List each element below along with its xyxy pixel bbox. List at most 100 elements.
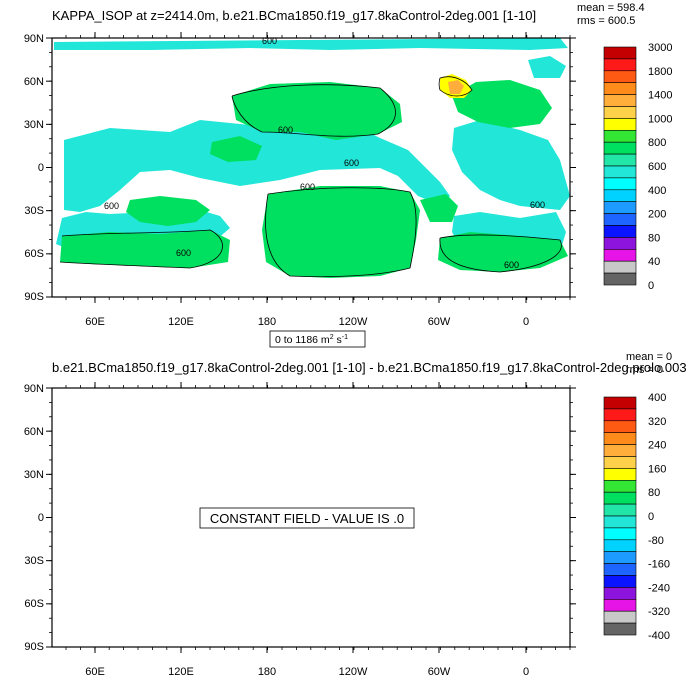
lon-label: 120W bbox=[339, 316, 368, 328]
contour-labels: 600 600 600 600 600 600 600 600 bbox=[104, 36, 545, 270]
lon-label: 60E bbox=[85, 316, 105, 328]
lat-label: 90S bbox=[24, 641, 44, 653]
lat-label: 30N bbox=[24, 469, 44, 481]
colorbar-box bbox=[603, 94, 637, 107]
colorbar-label: -160 bbox=[648, 559, 670, 571]
contour-label: 600 bbox=[176, 248, 191, 258]
colorbar-box bbox=[603, 539, 637, 552]
lon-label: 180 bbox=[258, 666, 276, 678]
bottom-map: CONSTANT FIELD - VALUE IS .0 bbox=[46, 382, 576, 653]
bottom-panel-rms: rms = 0 bbox=[626, 364, 663, 376]
colorbar-label: -80 bbox=[648, 535, 664, 547]
contour-label: 600 bbox=[262, 36, 277, 46]
colorbar-box bbox=[603, 563, 637, 576]
lon-label: 120E bbox=[168, 316, 194, 328]
colorbar-box bbox=[603, 201, 637, 214]
colorbar-label: 0 bbox=[648, 511, 654, 523]
colorbar-label: 800 bbox=[648, 137, 666, 149]
lat-label: 60N bbox=[24, 426, 44, 438]
lat-label: 0 bbox=[38, 162, 44, 174]
contour-label: 600 bbox=[504, 260, 519, 270]
lat-label: 90N bbox=[24, 383, 44, 395]
colorbar-label: 240 bbox=[648, 440, 666, 452]
lat-label: 60S bbox=[24, 598, 44, 610]
lat-label: 60N bbox=[24, 76, 44, 88]
lon-label: 0 bbox=[523, 316, 529, 328]
colorbar-box bbox=[603, 225, 637, 238]
bottom-panel-title: b.e21.BCma1850.f19_g17.8kaControl-2deg.0… bbox=[52, 360, 687, 375]
contour-label: 600 bbox=[300, 182, 315, 192]
colorbar-box bbox=[603, 598, 637, 612]
hot-spot bbox=[440, 74, 472, 98]
range-label: 0 to 1186 m2 s-1 bbox=[275, 334, 348, 346]
colorbar-label: -240 bbox=[648, 582, 670, 594]
colorbar-box bbox=[603, 213, 637, 226]
lat-label: 60S bbox=[24, 248, 44, 260]
colorbar-box bbox=[603, 153, 637, 167]
lon-label: 180 bbox=[258, 316, 276, 328]
colorbar-label: 400 bbox=[648, 392, 666, 404]
colorbar-box bbox=[603, 408, 637, 422]
constant-field-message: CONSTANT FIELD - VALUE IS .0 bbox=[210, 511, 404, 526]
colorbar-label: 320 bbox=[648, 416, 666, 428]
colorbar-box bbox=[603, 503, 637, 517]
constant-field-box: CONSTANT FIELD - VALUE IS .0 bbox=[199, 507, 415, 529]
colorbar-label: 80 bbox=[648, 487, 660, 499]
colorbar-box bbox=[603, 82, 637, 95]
colorbar-box bbox=[603, 189, 637, 203]
contour-label: 600 bbox=[530, 200, 545, 210]
bottom-map-ticks bbox=[46, 382, 576, 653]
colorbar-label: 40 bbox=[648, 256, 660, 268]
colorbar-box bbox=[603, 46, 637, 60]
colorbar-label: 1800 bbox=[648, 66, 672, 78]
lat-label: 0 bbox=[38, 512, 44, 524]
colorbar-box bbox=[603, 551, 637, 564]
colorbar-label: -320 bbox=[648, 606, 670, 618]
ocean-field-high bbox=[60, 80, 568, 278]
colorbar-box bbox=[603, 432, 637, 445]
colorbar-label: 600 bbox=[648, 161, 666, 173]
colorbar-label: 160 bbox=[648, 463, 666, 475]
colorbar-box bbox=[603, 106, 637, 119]
colorbar-box bbox=[603, 237, 637, 250]
top-lat-labels: 90N 60N 30N 0 30S 60S 90S bbox=[24, 33, 44, 303]
contour-lines bbox=[59, 76, 562, 278]
colorbar-box bbox=[603, 622, 637, 636]
bottom-panel-mean: mean = 0 bbox=[626, 351, 672, 363]
colorbar-box bbox=[603, 165, 637, 179]
colorbar-box bbox=[603, 420, 637, 433]
contour-label: 600 bbox=[104, 201, 119, 211]
contour-label: 600 bbox=[344, 158, 359, 168]
top-panel-mean: mean = 598.4 bbox=[577, 2, 645, 14]
bottom-colorbar-labels: 400 320 240 160 80 0 -80 -160 -240 -320 -400 bbox=[648, 392, 670, 642]
colorbar-label: 400 bbox=[648, 185, 666, 197]
lon-label: 120E bbox=[168, 666, 194, 678]
colorbar-label: 1400 bbox=[648, 90, 672, 102]
top-map: 600 600 600 600 600 600 600 600 bbox=[46, 32, 576, 303]
colorbar-box bbox=[603, 260, 637, 274]
top-panel-rms: rms = 600.5 bbox=[577, 15, 635, 27]
colorbar-box bbox=[603, 396, 637, 410]
colorbar-box bbox=[603, 272, 637, 286]
lon-label: 120W bbox=[339, 666, 368, 678]
colorbar-box bbox=[603, 177, 637, 191]
colorbar-box bbox=[603, 456, 637, 469]
lat-label: 30N bbox=[24, 119, 44, 131]
colorbar-box bbox=[603, 141, 637, 155]
colorbar-label: 0 bbox=[648, 280, 654, 292]
contour-label: 600 bbox=[278, 125, 293, 135]
top-map-ticks bbox=[46, 32, 576, 303]
colorbar-box bbox=[603, 479, 637, 493]
lon-label: 0 bbox=[523, 666, 529, 678]
colorbar-box bbox=[603, 130, 637, 143]
colorbar-label: 3000 bbox=[648, 42, 672, 54]
colorbar-box bbox=[603, 444, 637, 457]
colorbar-box bbox=[603, 575, 637, 588]
colorbar-box bbox=[603, 491, 637, 505]
lat-label: 90S bbox=[24, 291, 44, 303]
colorbar-box bbox=[603, 587, 637, 600]
bottom-lat-labels: 90N 60N 30N 0 30S 60S 90S bbox=[24, 383, 44, 653]
colorbar-label: 80 bbox=[648, 232, 660, 244]
